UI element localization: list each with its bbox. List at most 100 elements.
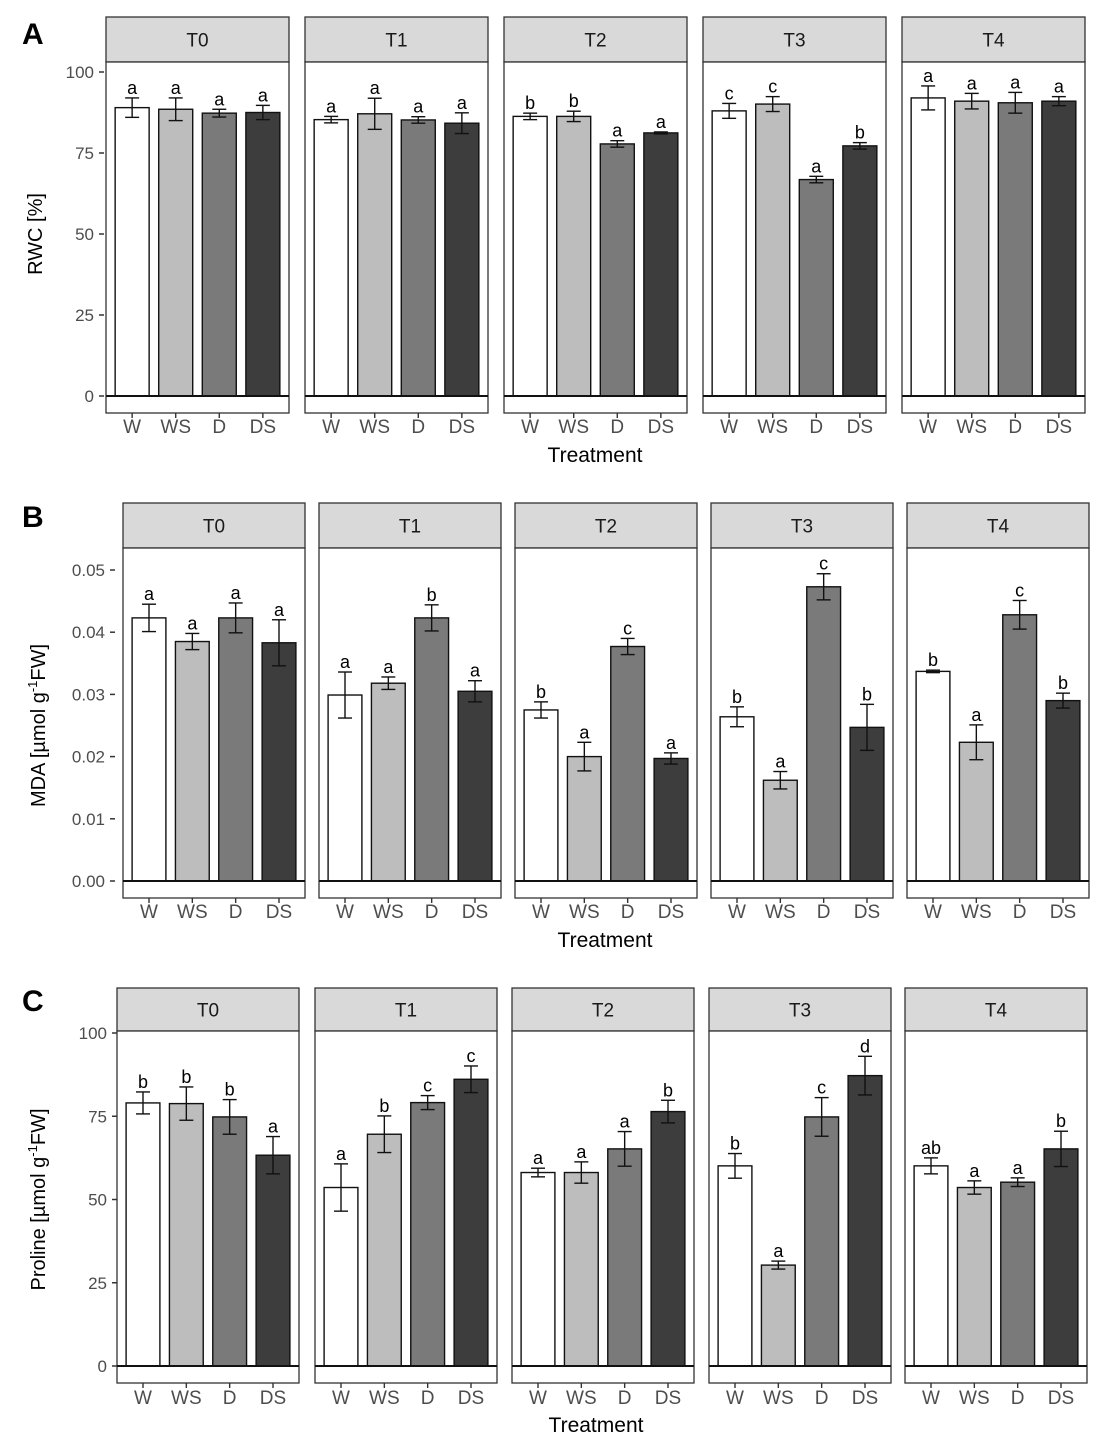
facet-t3: T3 b Wa WS c Db DS — [710, 502, 894, 923]
significance-letter: a — [258, 85, 269, 105]
y-tick-label: 0.05 — [72, 561, 105, 580]
significance-letter: a — [274, 600, 285, 620]
bar — [760, 1264, 796, 1367]
significance-letter: b — [663, 1080, 673, 1100]
significance-letter: a — [171, 78, 182, 98]
x-tick-label: W — [332, 1388, 350, 1409]
x-tick-label: W — [322, 417, 340, 438]
significance-letter: a — [612, 121, 623, 141]
facet-strip — [105, 16, 290, 63]
y-tick-label: 50 — [75, 225, 94, 244]
x-tick-label: WS — [171, 1388, 202, 1409]
significance-letter: a — [326, 96, 337, 116]
significance-letter: b — [569, 91, 579, 111]
facet-strip-label: T2 — [592, 1001, 614, 1022]
x-tick-label: DS — [648, 417, 674, 438]
significance-letter: a — [1054, 77, 1065, 97]
bar — [212, 1116, 248, 1367]
x-tick-label: D — [621, 902, 635, 923]
x-tick-label: WS — [569, 902, 600, 923]
significance-letter: a — [127, 78, 138, 98]
significance-letter: a — [971, 705, 982, 725]
significance-letter: b — [855, 123, 865, 143]
facet-t2: T2 b Wa WS c Da DS — [514, 502, 698, 923]
y-tick-label: 100 — [66, 63, 94, 82]
bar — [910, 97, 946, 397]
significance-letter: a — [340, 652, 351, 672]
x-tick-label: D — [212, 417, 226, 438]
bar — [323, 1186, 359, 1367]
facet-t0: T0 b Wb WS b Da DS — [116, 987, 300, 1409]
bar — [556, 115, 592, 397]
x-tick-label: DS — [250, 417, 276, 438]
bar — [806, 586, 842, 882]
bar — [523, 709, 559, 882]
significance-letter: b — [730, 1134, 740, 1154]
significance-letter: a — [336, 1144, 347, 1164]
panel-b: B 0.00 0.01 0.02 0.03 0.04 0.05 MDA [µmol g-1FW… — [22, 501, 1090, 952]
bar — [954, 100, 990, 397]
x-tick-label: D — [817, 902, 831, 923]
significance-letter: a — [268, 1117, 279, 1137]
bar — [400, 119, 436, 397]
facet-strip — [503, 16, 688, 63]
facet-strip — [514, 502, 698, 549]
bar — [201, 112, 237, 397]
significance-letter: a — [811, 156, 822, 176]
y-tick-label: 0 — [98, 1357, 107, 1376]
x-tick-label: DS — [1046, 417, 1072, 438]
x-tick-label: W — [532, 902, 550, 923]
facet-t3: T3 b Wa WS c Dd DS — [708, 987, 892, 1409]
panel-label: B — [22, 501, 44, 534]
x-tick-label: WS — [757, 417, 788, 438]
significance-letter: d — [860, 1036, 870, 1056]
facet-t2: T2 b Wb WS a Da DS — [503, 16, 688, 438]
bar — [520, 1171, 556, 1367]
panel-label: A — [22, 18, 44, 51]
x-tick-label: W — [922, 1388, 940, 1409]
y-tick-label: 0.02 — [72, 748, 105, 767]
significance-letter: a — [967, 73, 978, 93]
significance-letter: a — [231, 583, 242, 603]
bar — [453, 1078, 489, 1367]
bar — [842, 145, 878, 397]
bar — [915, 670, 951, 882]
significance-letter: b — [536, 682, 546, 702]
facet-strip-label: T0 — [203, 517, 225, 538]
x-tick-label: DS — [458, 1388, 484, 1409]
bar — [798, 178, 834, 397]
bar — [717, 1165, 753, 1367]
x-tick-label: W — [924, 902, 942, 923]
y-tick-label: 0.03 — [72, 685, 105, 704]
significance-letter: a — [370, 78, 381, 98]
significance-letter: a — [470, 661, 481, 681]
facet-strip — [511, 987, 695, 1032]
bar — [327, 694, 363, 882]
facet-strip-label: T0 — [186, 31, 208, 52]
facet-t4: T4 ab Wa WS a Db DS — [904, 987, 1088, 1409]
facet-t2: T2 a Wa WS a Db DS — [511, 987, 695, 1409]
facet-strip-label: T1 — [385, 31, 407, 52]
y-tick-label: 75 — [88, 1107, 107, 1126]
x-tick-label: WS — [956, 417, 987, 438]
x-tick-label: WS — [959, 1388, 990, 1409]
y-tick-label: 25 — [75, 306, 94, 325]
bar — [444, 122, 480, 397]
x-tick-label: WS — [566, 1388, 597, 1409]
significance-letter: c — [1015, 580, 1024, 600]
bar — [131, 617, 167, 882]
bar — [158, 108, 194, 397]
bar — [168, 1102, 204, 1367]
bar — [599, 143, 635, 397]
x-tick-label: WS — [558, 417, 589, 438]
x-tick-label: W — [726, 1388, 744, 1409]
x-tick-label: D — [425, 902, 439, 923]
y-tick-label: 0.00 — [72, 872, 105, 891]
facet-strip-label: T4 — [987, 517, 1010, 538]
x-tick-label: DS — [854, 902, 880, 923]
bar — [913, 1165, 949, 1367]
significance-letter: b — [427, 585, 437, 605]
significance-letter: a — [666, 733, 677, 753]
